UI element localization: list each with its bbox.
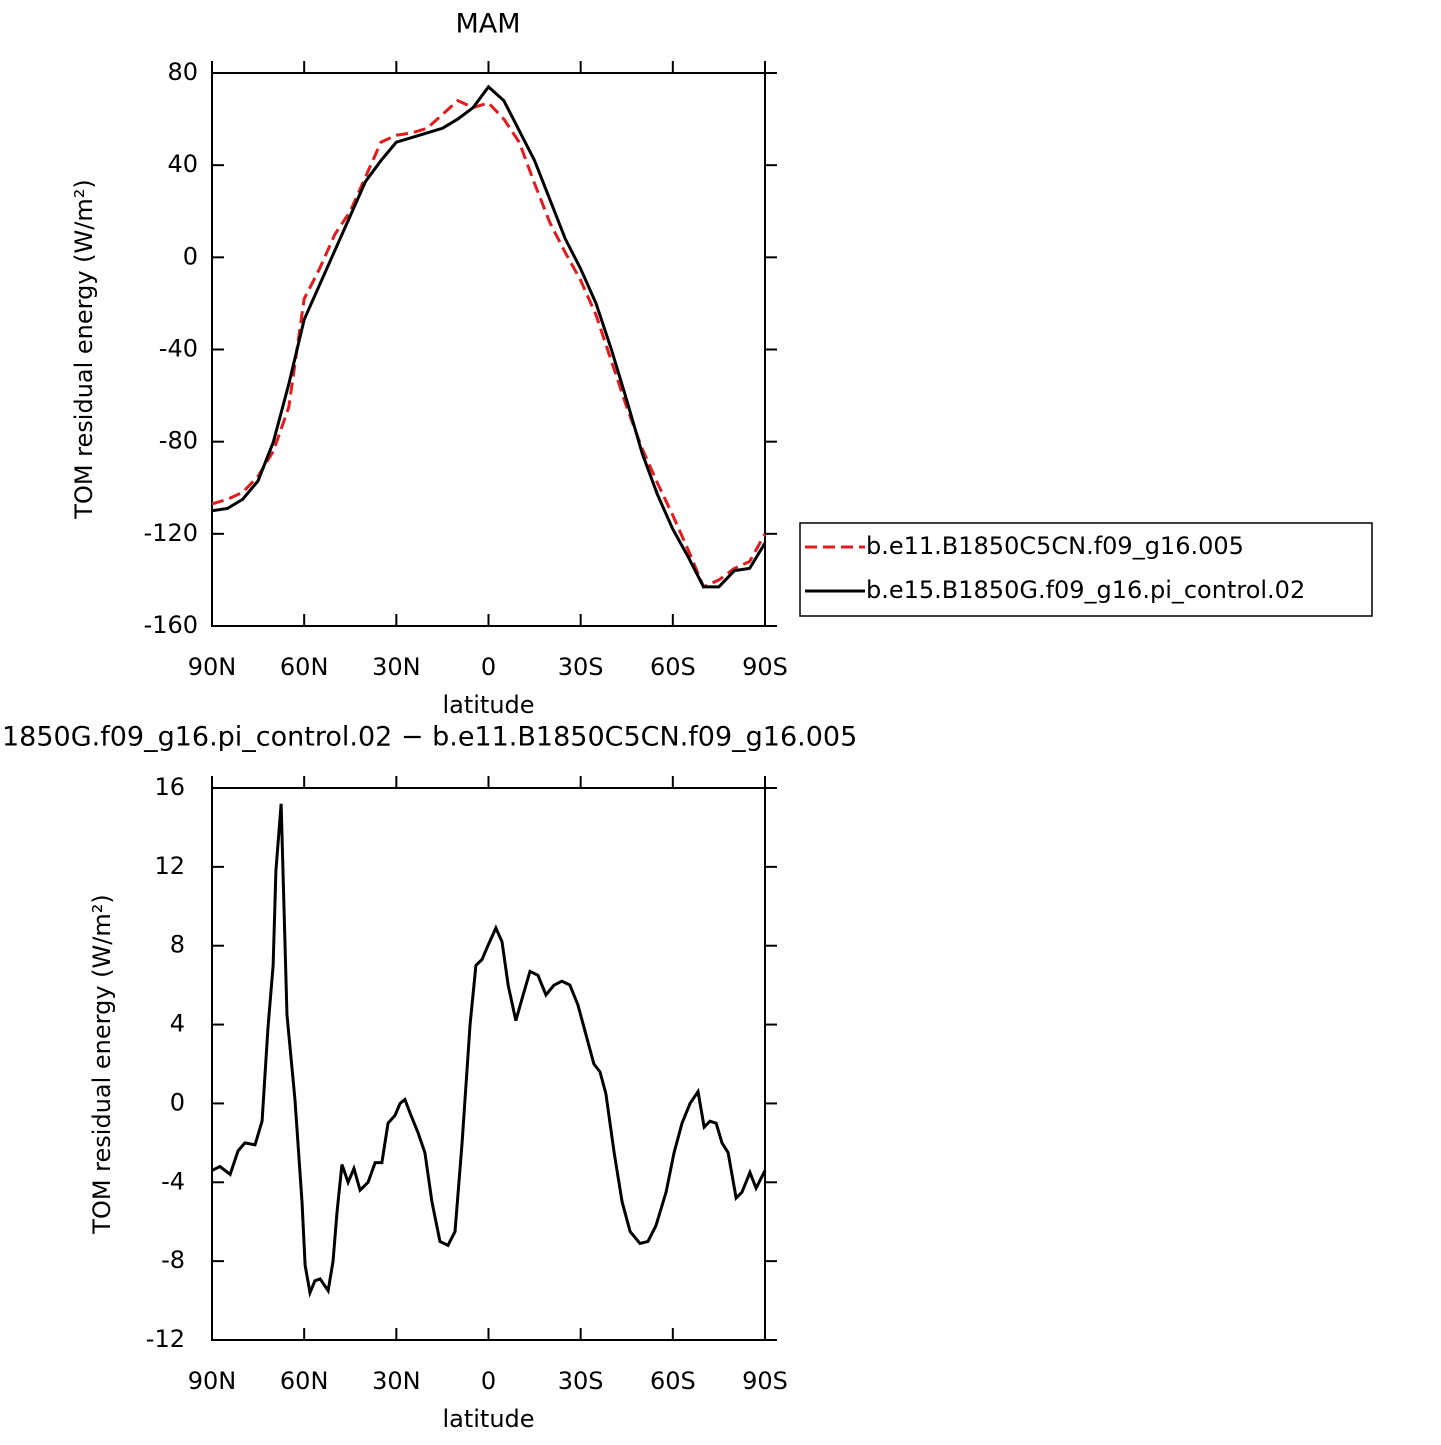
x-tick-label: 30S (558, 1367, 604, 1395)
y-tick-label: 80 (167, 58, 198, 86)
y-axis-label: TOM residual energy (W/m²) (88, 894, 116, 1234)
y-tick-label: 0 (183, 242, 198, 270)
legend-label: b.e15.B1850G.f09_g16.pi_control.02 (866, 576, 1305, 604)
x-axis-label: latitude (442, 1405, 534, 1433)
y-tick-label: 4 (170, 1010, 185, 1038)
x-tick-label: 30N (372, 653, 421, 681)
y-tick-label: 16 (154, 773, 185, 801)
x-tick-label: 90S (742, 1367, 788, 1395)
y-tick-label: -12 (146, 1325, 185, 1353)
x-tick-label: 60S (650, 1367, 696, 1395)
x-tick-label: 0 (481, 1367, 496, 1395)
x-tick-label: 30S (558, 653, 604, 681)
y-tick-label: -4 (161, 1167, 185, 1195)
x-tick-label: 0 (481, 653, 496, 681)
y-tick-label: 8 (170, 931, 185, 959)
x-tick-label: 90N (188, 653, 237, 681)
plot-frame (211, 787, 766, 1341)
x-tick-label: 90S (742, 653, 788, 681)
legend-label: b.e11.B1850C5CN.f09_g16.005 (866, 532, 1244, 560)
x-tick-label: 60N (280, 653, 329, 681)
x-tick-label: 60N (280, 1367, 329, 1395)
chart-title: MAM (455, 9, 520, 40)
x-tick-label: 60S (650, 653, 696, 681)
y-tick-label: -40 (159, 335, 198, 363)
y-tick-label: 40 (167, 150, 198, 178)
x-axis-label: latitude (442, 691, 534, 719)
data-line (211, 98, 767, 589)
y-tick-label: -120 (144, 519, 198, 547)
legend-box (799, 522, 1373, 617)
y-tick-label: -8 (161, 1246, 185, 1274)
data-line (211, 803, 767, 1298)
data-line (211, 84, 767, 589)
x-tick-label: 30N (372, 1367, 421, 1395)
y-tick-label: -160 (144, 611, 198, 639)
chart-title: 1850G.f09_g16.pi_control.02 − b.e11.B185… (2, 722, 857, 753)
y-tick-label: -80 (159, 427, 198, 455)
y-tick-label: 12 (154, 852, 185, 880)
x-tick-label: 90N (188, 1367, 237, 1395)
y-axis-label: TOM residual energy (W/m²) (70, 179, 98, 519)
y-tick-label: 0 (170, 1088, 185, 1116)
